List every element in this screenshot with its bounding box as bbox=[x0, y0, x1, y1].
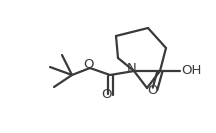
Text: O: O bbox=[147, 84, 157, 97]
Text: N: N bbox=[127, 63, 137, 76]
Text: O: O bbox=[101, 88, 111, 101]
Text: O: O bbox=[83, 59, 93, 72]
Text: OH: OH bbox=[181, 65, 201, 78]
